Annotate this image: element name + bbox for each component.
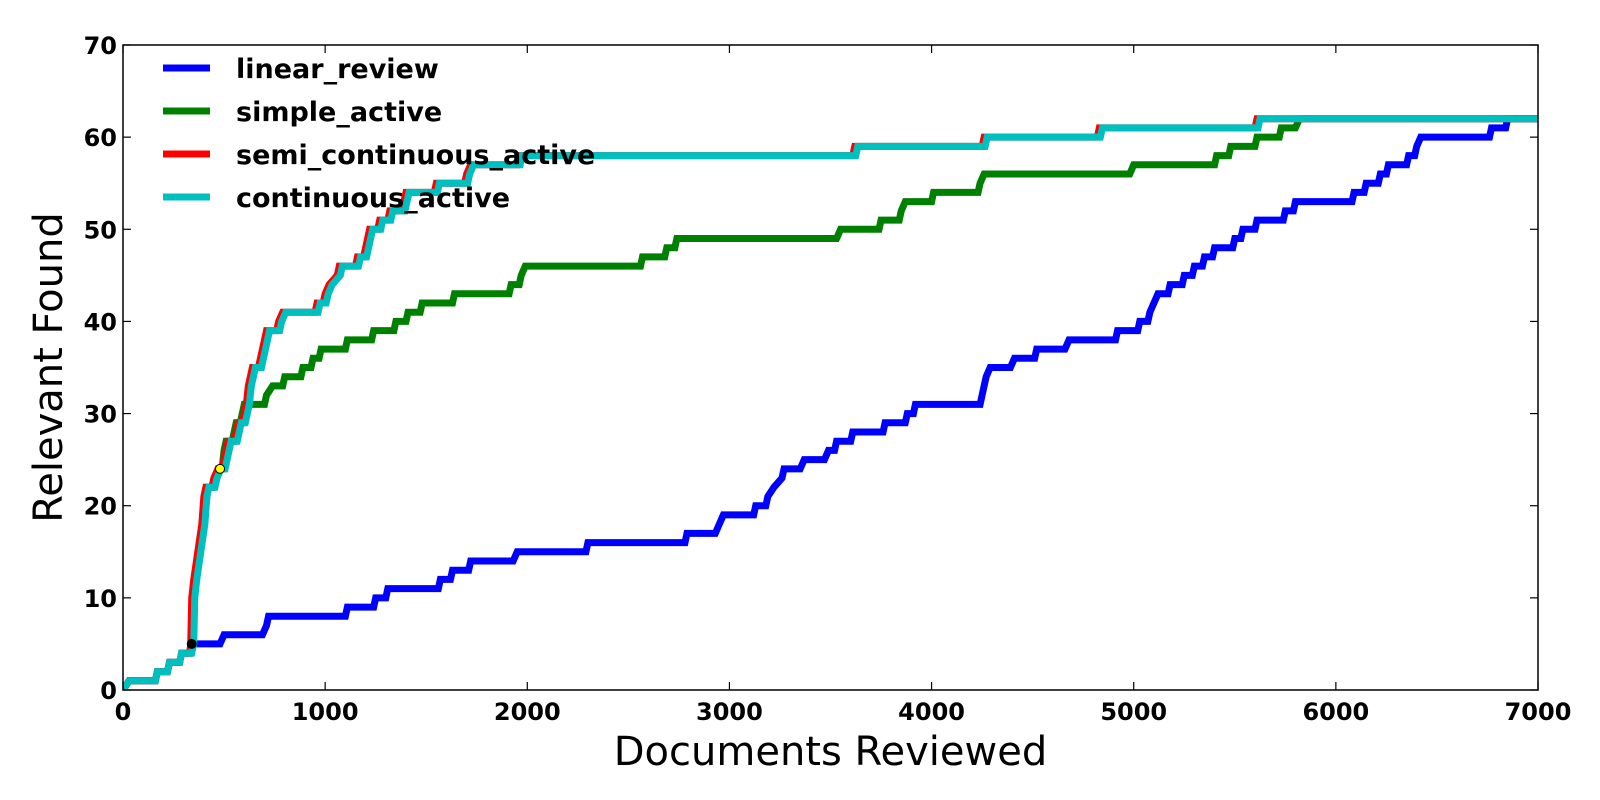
x-tick-label: 6000 [1302,698,1369,726]
y-tick-label: 30 [84,401,117,429]
y-tick-label: 50 [84,216,117,244]
legend-label: continuous_active [236,183,510,214]
series-line-linear-review [123,115,1538,690]
x-axis-label: Documents Reviewed [614,729,1048,775]
legend: linear_review simple_active semi_continuou… [163,54,595,214]
y-tick-label: 70 [84,32,117,60]
legend-label: semi_continuous_active [236,140,595,171]
marker-layer [186,463,226,649]
y-tick-label: 60 [84,124,117,152]
x-tick-label: 5000 [1100,698,1167,726]
point-marker-1 [186,638,197,649]
y-axis-label: Relevant Found [26,212,72,522]
y-tick-label: 0 [100,677,117,705]
y-tick-label: 40 [84,308,117,336]
legend-item-semi-continuous-active: semi_continuous_active [163,140,595,171]
legend-label: simple_active [236,97,442,128]
legend-label: linear_review [236,54,439,85]
series-line-continuous-active [123,115,1538,690]
y-tick-label: 10 [84,585,117,613]
plot-area-frame [122,44,1539,691]
x-tick-label: 7000 [1505,698,1572,726]
x-tick-label: 2000 [494,698,561,726]
series-layer [123,115,1538,690]
x-tick-label: 3000 [696,698,763,726]
legend-item-linear-review: linear_review [163,54,439,85]
legend-item-continuous-active: continuous_active [163,183,510,214]
x-tick-label: 4000 [898,698,965,726]
legend-item-simple-active: simple_active [163,97,442,128]
point-marker-2 [215,463,226,474]
y-tick-label: 20 [84,493,117,521]
x-tick-label: 1000 [292,698,359,726]
axis-ticks: 0 1000 2000 3000 4000 5000 6000 7000 0 10 20 30 40 50… [84,32,1572,726]
x-tick-label: 0 [115,698,132,726]
